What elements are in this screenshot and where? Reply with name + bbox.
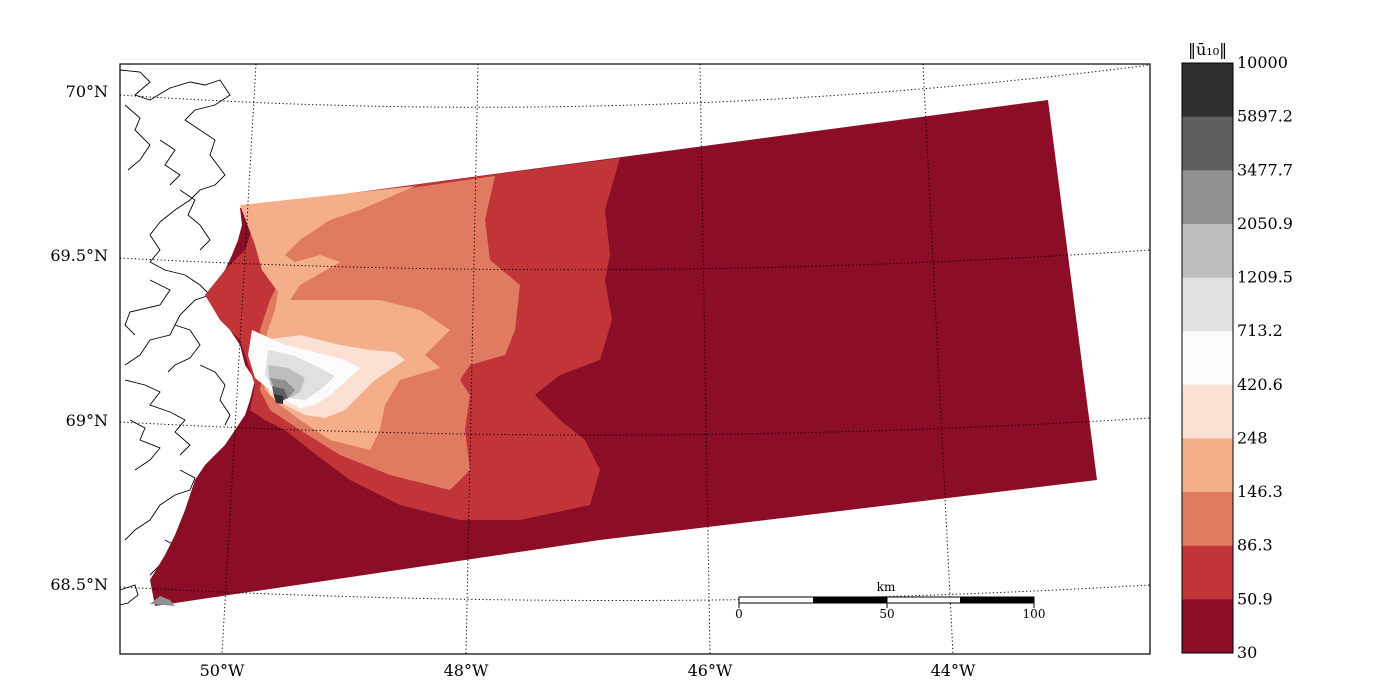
colorbar-swatch-8 <box>1182 492 1233 547</box>
colorbar-level-label: 10000 <box>1237 53 1288 72</box>
colorbar-level-label: 86.3 <box>1237 536 1273 555</box>
colorbar-level-label: 248 <box>1237 428 1268 447</box>
scalebar-tick-100: 100 <box>1023 607 1046 621</box>
colorbar-level-label: 2050.9 <box>1237 214 1293 233</box>
graticule-lat-68.5 <box>120 584 1150 602</box>
scale-bar: km 0 50 100 <box>735 580 1045 621</box>
lat-label-68.5: 68.5°N <box>50 575 108 594</box>
map-frame <box>119 63 1151 655</box>
lon-label-48: 48°W <box>444 661 489 680</box>
colorbar-swatch-1 <box>1182 116 1233 171</box>
colorbar-swatch-0 <box>1182 63 1233 118</box>
field-corner-gray <box>150 596 175 606</box>
graticule-lat-69 <box>120 417 1150 436</box>
field-layers <box>150 100 1097 606</box>
colorbar-level-label: 420.6 <box>1237 375 1283 394</box>
lon-label-50: 50°W <box>200 661 245 680</box>
colorbar-frame <box>1181 62 1234 654</box>
field-level-2050.9-3477.7 <box>270 378 295 398</box>
colorbar-swatch-10 <box>1182 599 1233 654</box>
lat-label-69: 69°N <box>66 411 108 430</box>
colorbar-level-label: 30 <box>1237 643 1257 662</box>
graticule-lat-70 <box>120 64 1150 108</box>
colorbar-level-label: 5897.2 <box>1237 107 1293 126</box>
colorbar-swatch-2 <box>1182 170 1233 225</box>
scalebar-tick-0: 0 <box>735 607 743 621</box>
colorbar-swatch-6 <box>1182 384 1233 439</box>
colorbar-swatch-4 <box>1182 277 1233 332</box>
colorbar-swatch-9 <box>1182 545 1233 600</box>
field-level-5897.2-10000 <box>274 394 283 404</box>
colorbar-level-label: 1209.5 <box>1237 268 1293 287</box>
plot-area <box>120 64 1150 654</box>
lon-label-46: 46°W <box>688 661 733 680</box>
scalebar-tick-50: 50 <box>879 607 894 621</box>
colorbar-swatches <box>1182 63 1233 654</box>
graticule-lon-44 <box>922 64 954 654</box>
lon-label-44: 44°W <box>931 661 976 680</box>
scalebar-unit: km <box>877 580 896 594</box>
colorbar-level-label: 713.2 <box>1237 321 1283 340</box>
colorbar-swatch-7 <box>1182 438 1233 493</box>
lat-label-70: 70°N <box>66 82 108 101</box>
graticule-lat-69.5 <box>120 249 1150 271</box>
colorbar: ‖ū₁₀‖ 10000 5897.2 3477.7 2050.9 1209.5 713.2… <box>1181 40 1293 662</box>
graticule <box>120 64 1150 654</box>
colorbar-title: ‖ū₁₀‖ <box>1188 40 1227 59</box>
colorbar-swatch-5 <box>1182 331 1233 386</box>
lat-label-69.5: 69.5°N <box>50 246 108 265</box>
colorbar-level-label: 3477.7 <box>1237 160 1293 179</box>
colorbar-level-label: 50.9 <box>1237 589 1273 608</box>
graticule-lon-50 <box>221 64 257 654</box>
colorbar-swatch-3 <box>1182 223 1233 279</box>
colorbar-level-label: 146.3 <box>1237 482 1283 501</box>
colorbar-labels: 10000 5897.2 3477.7 2050.9 1209.5 713.2 420.6 2… <box>1237 53 1293 662</box>
